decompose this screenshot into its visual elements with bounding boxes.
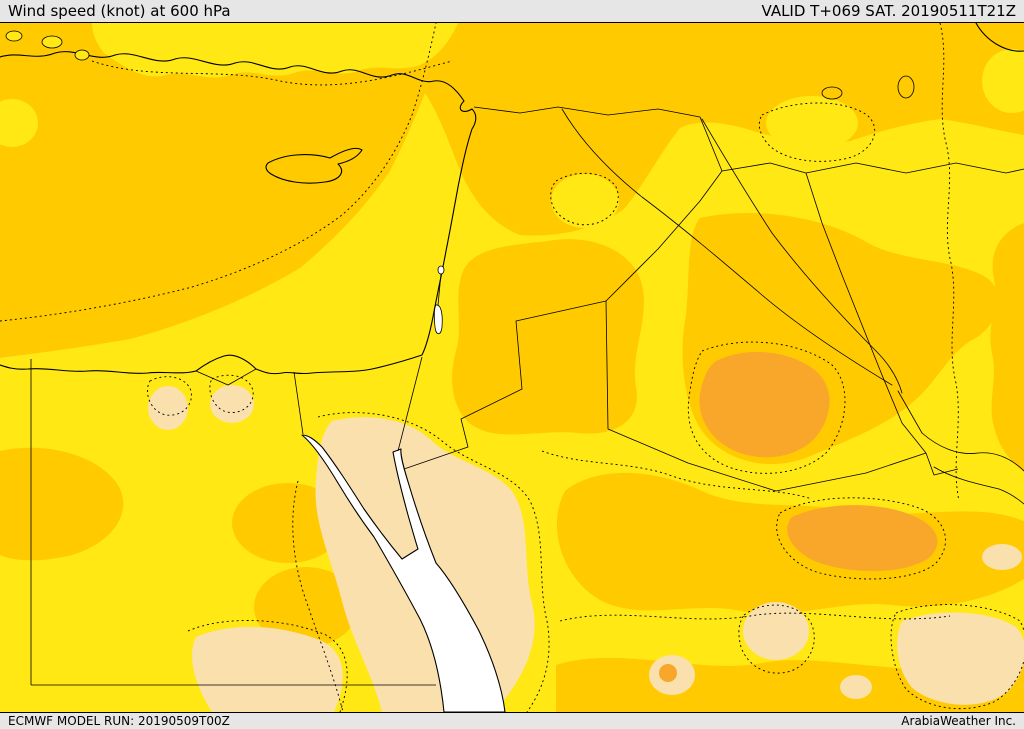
- border-egypt-israel: [397, 356, 423, 452]
- contour-fills: [0, 23, 1024, 712]
- lakes: [5, 30, 915, 335]
- lake-van: [821, 86, 843, 100]
- contour-yellow-hole-syria: [551, 174, 619, 228]
- nile-delta-lines: [195, 368, 257, 386]
- contour-cream-edge: [982, 544, 1022, 570]
- contour-cream-south-egypt: [191, 626, 343, 712]
- contour-cream-delta-2: [210, 385, 254, 423]
- isoline-contours: [0, 23, 1024, 712]
- map-canvas: [0, 23, 1024, 712]
- turkish-lake-3: [74, 49, 90, 61]
- border-jordan-saudi: [403, 300, 607, 470]
- contour-gold-north: [0, 23, 1024, 358]
- contour-cream-delta-1: [148, 386, 188, 430]
- valid-time: VALID T+069 SAT. 20190511T21Z: [761, 2, 1016, 20]
- border-iraq-west: [605, 300, 609, 430]
- wind-speed-map: [0, 23, 1024, 712]
- persian-gulf-coast: [921, 432, 1024, 505]
- contour-yellow-west-edge: [0, 99, 38, 147]
- header-bar: Wind speed (knot) at 600 hPa VALID T+069…: [0, 0, 1024, 23]
- caspian-corner: [975, 23, 1024, 52]
- contour-orange-iraq: [699, 351, 830, 458]
- country-borders: [30, 106, 1024, 686]
- border-iraq-saudi: [607, 428, 927, 492]
- contour-gold-south-east: [556, 472, 1024, 614]
- border-iraq-iran: [805, 172, 927, 454]
- sea-of-galilee: [437, 265, 445, 275]
- model-run-label: ECMWF MODEL RUN: 20190509T00Z: [8, 714, 230, 728]
- dead-sea: [433, 304, 443, 335]
- contour-gold-central: [452, 239, 644, 435]
- turkish-lake-1: [5, 30, 23, 42]
- cyprus-island: [265, 147, 363, 184]
- contour-orange-east: [787, 505, 938, 572]
- contour-cream-se-1: [743, 602, 809, 660]
- contour-cream-se-2: [897, 612, 1024, 705]
- border-syria-iraq: [605, 170, 723, 302]
- shatt-al-arab: [897, 390, 923, 434]
- border-turkey-east: [721, 162, 1024, 174]
- provider-label: ArabiaWeather Inc.: [901, 714, 1016, 728]
- suez-canal: [293, 371, 304, 435]
- lake-urmia: [897, 75, 915, 99]
- contour-gold-egypt-2: [254, 567, 358, 647]
- contour-gold-east-band: [990, 223, 1024, 471]
- euphrates-river: [561, 108, 893, 386]
- contour-orange-spot: [659, 664, 677, 682]
- border-turkey-syria: [473, 106, 723, 172]
- contour-yellow-top-band: [92, 23, 458, 78]
- border-kuwait: [925, 452, 959, 476]
- border-egypt-libya-sudan: [30, 359, 436, 686]
- contour-cream-se-3: [840, 675, 872, 699]
- contour-gold-egypt-1: [232, 483, 344, 563]
- mediterranean-coastline: [0, 51, 477, 375]
- red-sea: [301, 434, 506, 712]
- map-title: Wind speed (knot) at 600 hPa: [8, 2, 231, 20]
- footer-bar: ECMWF MODEL RUN: 20190509T00Z ArabiaWeat…: [0, 712, 1024, 729]
- coastlines: [0, 23, 1024, 505]
- turkish-lake-2: [41, 35, 63, 49]
- jordan-river: [437, 273, 442, 306]
- contour-yellow-hole-east: [766, 96, 858, 150]
- contour-yellow-ne-corner: [982, 49, 1024, 113]
